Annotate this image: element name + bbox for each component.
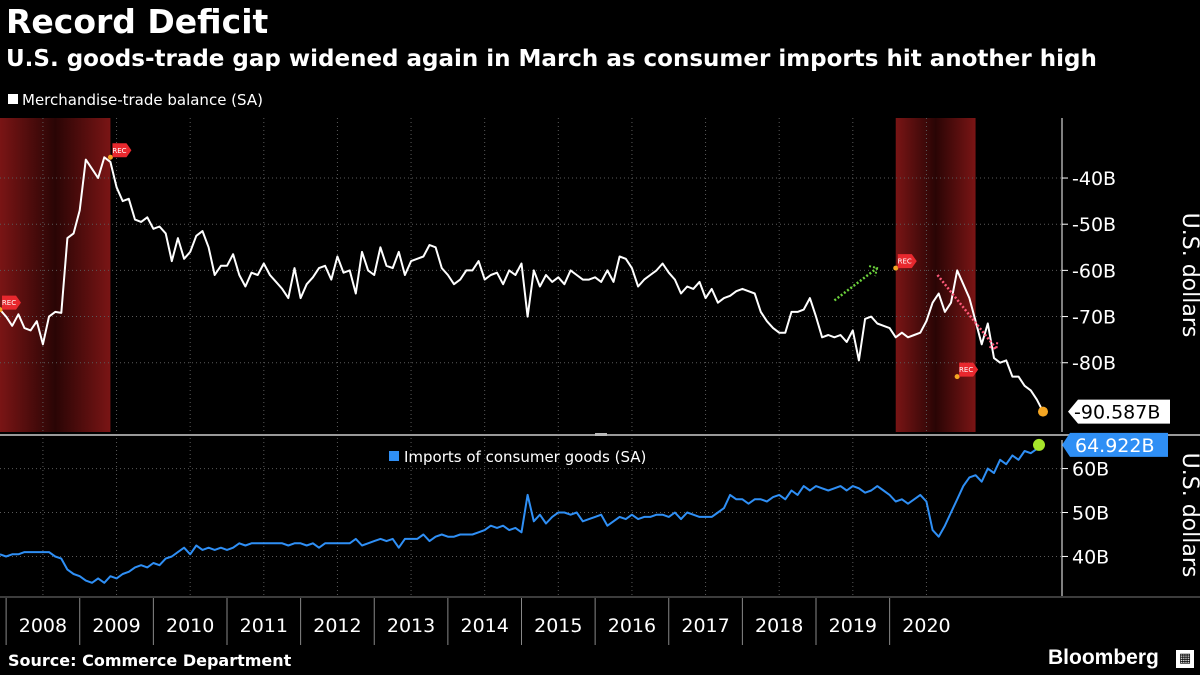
rec-flag-3 (959, 362, 979, 377)
recession-band-1 (895, 118, 976, 432)
legend-imports-label: Imports of consumer goods (SA) (404, 448, 646, 466)
legend-swatch-balance (8, 94, 18, 104)
rec-flag-1 (112, 143, 132, 158)
bottom-ytick-label-0: 40B (1072, 546, 1109, 568)
legend-balance: Merchandise-trade balance (SA) (8, 91, 263, 109)
rec-flag-dot-1 (107, 154, 113, 160)
top-ytick-label-3: -70B (1072, 307, 1116, 329)
x-tick-label-2014: 2014 (461, 615, 509, 637)
rec-flag-2 (897, 254, 917, 269)
x-tick-label-2010: 2010 (166, 615, 214, 637)
rec-flag-label-1: REC (112, 147, 126, 155)
x-tick-label-2016: 2016 (608, 615, 656, 637)
rec-flag-label-2: REC (898, 258, 912, 266)
chart-subtitle: U.S. goods-trade gap widened again in Ma… (6, 46, 1097, 72)
x-tick-label-2018: 2018 (755, 615, 803, 637)
trade-balance-value-box (1068, 399, 1170, 424)
trade-balance-last-point (1038, 406, 1048, 417)
consumer-imports-line (0, 445, 1044, 584)
top-ytick-label-1: -50B (1072, 214, 1116, 236)
chart-title: Record Deficit (6, 2, 269, 41)
annotation-arrow-up-head (868, 265, 879, 277)
bloomberg-terminal-icon: ▦ (1176, 650, 1194, 668)
x-tick-label-2008: 2008 (19, 615, 67, 637)
rec-flag-dot-0 (0, 307, 3, 313)
legend-balance-label: Merchandise-trade balance (SA) (22, 91, 263, 109)
legend-swatch-imports (389, 451, 399, 461)
x-tick-label-2009: 2009 (92, 615, 140, 637)
rec-flag-dot-2 (893, 265, 899, 271)
rec-flag-label-3: REC (959, 366, 973, 374)
imports-value-box (1062, 432, 1168, 457)
x-tick-label-2011: 2011 (240, 615, 288, 637)
consumer-imports-last-value: 64.922B (1075, 435, 1155, 457)
bottom-y-axis-title: U.S. dollars (1177, 453, 1200, 578)
x-tick-label-2015: 2015 (534, 615, 582, 637)
x-tick-label-2012: 2012 (313, 615, 361, 637)
trade-balance-line (0, 156, 1044, 413)
top-y-axis-title: U.S. dollars (1177, 213, 1200, 338)
top-ytick-label-2: -60B (1072, 260, 1116, 282)
consumer-imports-last-point (1033, 438, 1045, 451)
chart-area: 2008 2009 2010 2011 2012 2013 2014 2015 2016 2017… (0, 118, 1200, 645)
top-ytick-label-0: -40B (1072, 168, 1116, 190)
source-note: Source: Commerce Department (8, 651, 292, 670)
recession-band-0 (0, 118, 111, 432)
rec-flag-label-0: REC (2, 299, 16, 307)
x-tick-label-2020: 2020 (902, 615, 950, 637)
x-tick-label-2017: 2017 (681, 615, 729, 637)
bottom-ytick-label-1: 50B (1072, 503, 1109, 525)
rec-flag-dot-3 (954, 374, 960, 380)
brand-logo: Bloomberg (1048, 646, 1159, 669)
panel-resize-handle (595, 433, 607, 436)
x-tick-label-2013: 2013 (387, 615, 435, 637)
annotation-arrow-up (833, 267, 878, 302)
trade-balance-last-value: -90.587B (1074, 402, 1160, 424)
annotation-arrow-down-head (989, 340, 999, 351)
x-tick-label-2019: 2019 (829, 615, 877, 637)
rec-flag-0 (2, 295, 21, 310)
top-ytick-label-4: -80B (1072, 353, 1116, 375)
bottom-ytick-label-2: 60B (1072, 459, 1109, 481)
